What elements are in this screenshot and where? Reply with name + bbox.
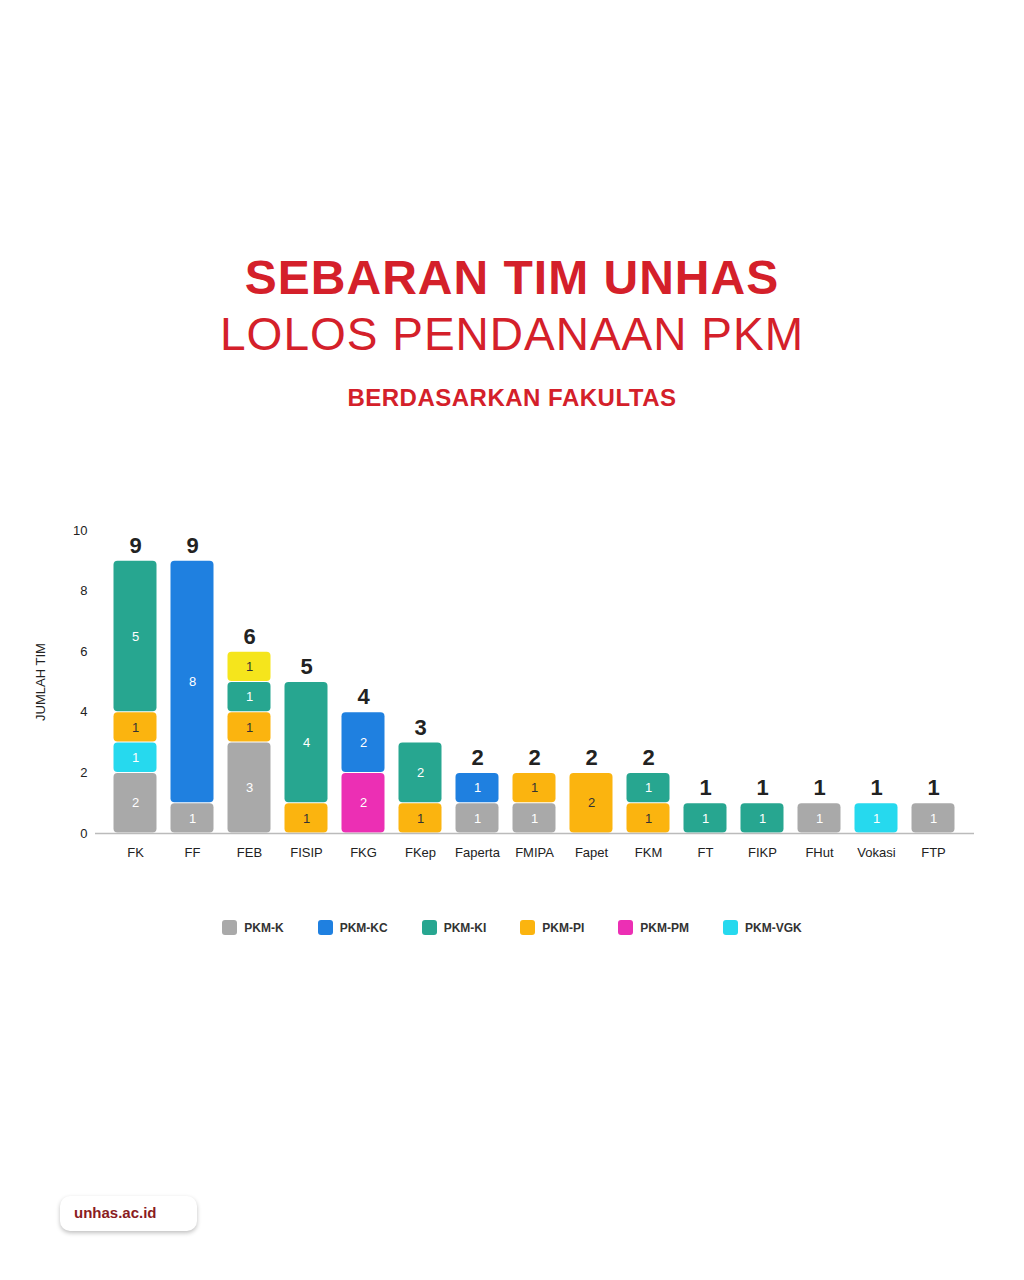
svg-text:1: 1 bbox=[873, 811, 880, 826]
html-text:PKM-PM: PKM-PM bbox=[640, 920, 689, 935]
html-text:LOLOS PENDANAAN PKM: LOLOS PENDANAAN PKM bbox=[220, 308, 804, 360]
svg-text:1: 1 bbox=[927, 775, 939, 800]
svg-text:FEB: FEB bbox=[237, 845, 262, 860]
svg-text:0: 0 bbox=[80, 826, 87, 841]
svg-text:FMIPA: FMIPA bbox=[515, 845, 554, 860]
svg-text:1: 1 bbox=[699, 775, 711, 800]
svg-text:3: 3 bbox=[246, 780, 253, 795]
svg-text:1: 1 bbox=[132, 720, 139, 735]
svg-text:2: 2 bbox=[360, 795, 367, 810]
svg-text:1: 1 bbox=[246, 659, 253, 674]
html-text:PKM-VGK: PKM-VGK bbox=[745, 920, 802, 935]
svg-text:FTP: FTP bbox=[921, 845, 946, 860]
svg-text:FKM: FKM bbox=[635, 845, 662, 860]
svg-text:9: 9 bbox=[186, 533, 198, 558]
svg-text:1: 1 bbox=[246, 689, 253, 704]
html-text:PKM-PI: PKM-PI bbox=[542, 920, 585, 935]
svg-text:1: 1 bbox=[303, 811, 310, 826]
html-text:PKM-KC: PKM-KC bbox=[339, 920, 388, 935]
svg-text:10: 10 bbox=[73, 523, 87, 538]
svg-text:1: 1 bbox=[756, 775, 768, 800]
svg-text:5: 5 bbox=[132, 629, 139, 644]
svg-text:1: 1 bbox=[474, 780, 481, 795]
svg-text:2: 2 bbox=[642, 745, 654, 770]
svg-text:3: 3 bbox=[414, 715, 426, 740]
html-text:SEBARAN TIM UNHAS: SEBARAN TIM UNHAS bbox=[244, 251, 780, 304]
svg-text:JUMLAH TIM: JUMLAH TIM bbox=[33, 643, 48, 721]
svg-text:FT: FT bbox=[698, 845, 714, 860]
svg-text:1: 1 bbox=[702, 811, 709, 826]
svg-text:1: 1 bbox=[132, 750, 139, 765]
svg-text:1: 1 bbox=[930, 811, 937, 826]
svg-text:FIKP: FIKP bbox=[748, 845, 777, 860]
svg-text:FF: FF bbox=[185, 845, 201, 860]
svg-text:1: 1 bbox=[474, 811, 481, 826]
svg-text:1: 1 bbox=[531, 811, 538, 826]
html-text:PKM-K: PKM-K bbox=[244, 920, 284, 935]
svg-text:6: 6 bbox=[243, 624, 255, 649]
svg-text:Vokasi: Vokasi bbox=[857, 845, 895, 860]
svg-text:8: 8 bbox=[80, 583, 87, 598]
svg-text:2: 2 bbox=[588, 795, 595, 810]
svg-text:FK: FK bbox=[127, 845, 144, 860]
svg-text:FKG: FKG bbox=[350, 845, 377, 860]
svg-text:1: 1 bbox=[189, 811, 196, 826]
svg-text:2: 2 bbox=[585, 745, 597, 770]
svg-text:2: 2 bbox=[80, 765, 87, 780]
svg-text:6: 6 bbox=[80, 644, 87, 659]
svg-text:2: 2 bbox=[360, 735, 367, 750]
svg-text:1: 1 bbox=[870, 775, 882, 800]
svg-text:4: 4 bbox=[357, 684, 370, 709]
svg-text:FKep: FKep bbox=[405, 845, 436, 860]
svg-text:1: 1 bbox=[645, 811, 652, 826]
svg-text:9: 9 bbox=[129, 533, 141, 558]
svg-text:2: 2 bbox=[528, 745, 540, 770]
svg-text:Fapet: Fapet bbox=[575, 845, 609, 860]
html-text:unhas.ac.id: unhas.ac.id bbox=[74, 1204, 157, 1221]
svg-text:2: 2 bbox=[417, 765, 424, 780]
svg-text:1: 1 bbox=[531, 780, 538, 795]
svg-text:2: 2 bbox=[132, 795, 139, 810]
svg-text:Faperta: Faperta bbox=[455, 845, 501, 860]
svg-text:2: 2 bbox=[471, 745, 483, 770]
svg-text:1: 1 bbox=[813, 775, 825, 800]
svg-text:1: 1 bbox=[417, 811, 424, 826]
svg-text:1: 1 bbox=[246, 720, 253, 735]
svg-text:1: 1 bbox=[816, 811, 823, 826]
svg-text:1: 1 bbox=[645, 780, 652, 795]
svg-text:FHut: FHut bbox=[805, 845, 834, 860]
svg-text:4: 4 bbox=[80, 704, 87, 719]
svg-text:FISIP: FISIP bbox=[290, 845, 323, 860]
svg-text:5: 5 bbox=[300, 654, 312, 679]
svg-text:4: 4 bbox=[303, 735, 310, 750]
html-text:PKM-KI: PKM-KI bbox=[443, 920, 487, 935]
svg-text:1: 1 bbox=[759, 811, 766, 826]
html-text:BERDASARKAN FAKULTAS: BERDASARKAN FAKULTAS bbox=[347, 384, 677, 411]
svg-text:8: 8 bbox=[189, 674, 196, 689]
